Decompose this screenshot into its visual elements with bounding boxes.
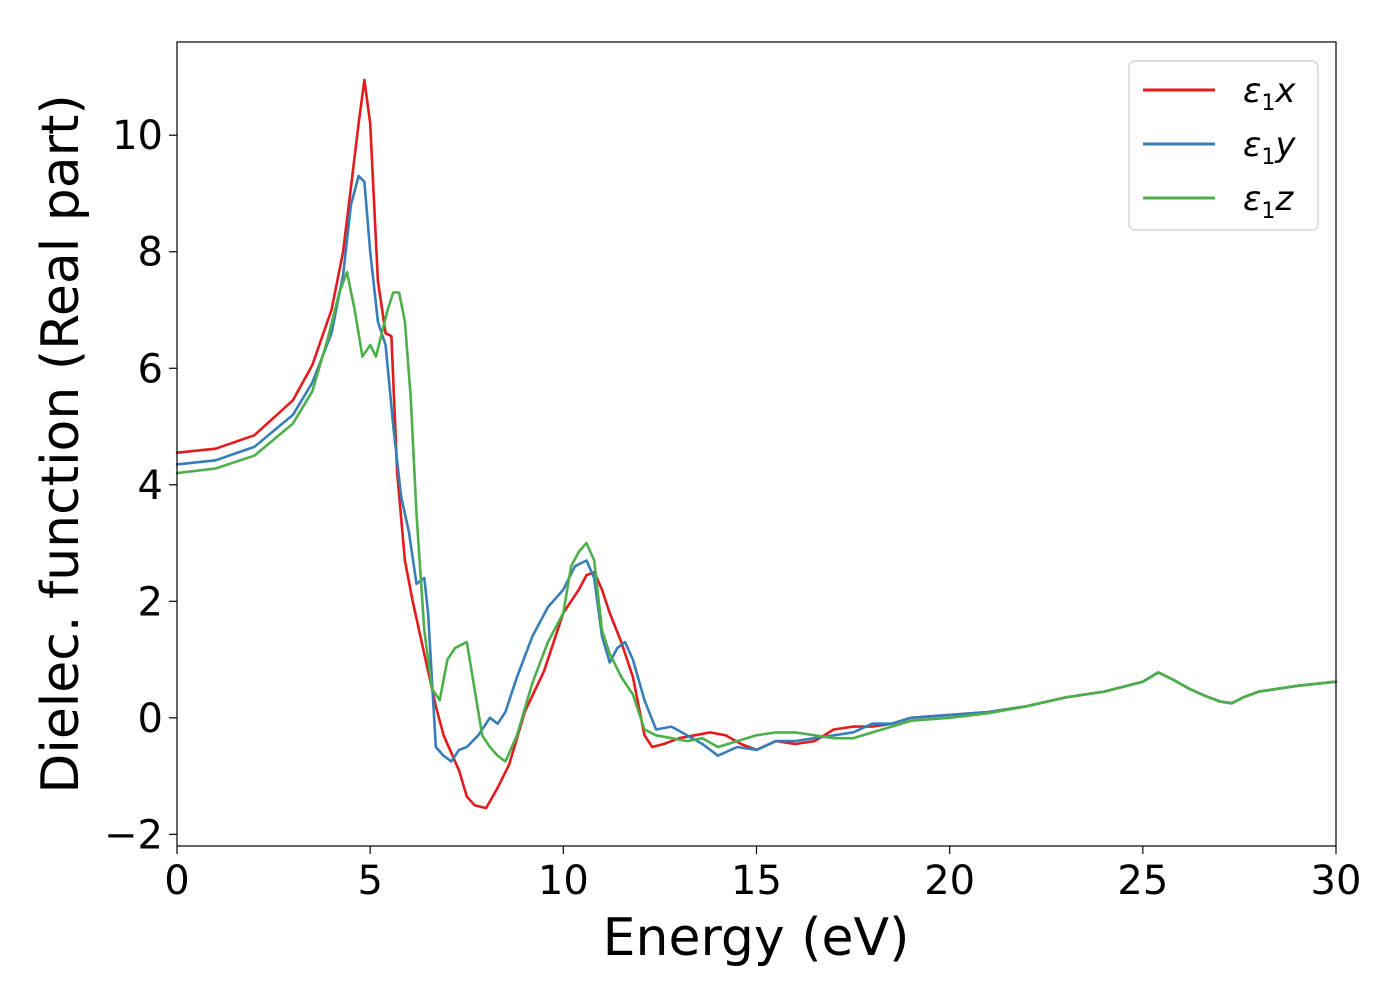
y-tick-label: 2	[138, 579, 163, 625]
x-tick-label: 15	[731, 858, 782, 904]
x-axis: 0 5 10 15 20 25 30	[164, 846, 1361, 904]
x-tick-label: 20	[924, 858, 975, 904]
legend-label-x: ε1x	[1243, 71, 1296, 116]
y-tick-label: 0	[138, 696, 163, 742]
y-axis-label: Dielec. function (Real part)	[31, 94, 91, 793]
y-axis: −2 0 2 4 6 8 10	[104, 113, 177, 858]
y-tick-label: 4	[138, 463, 163, 509]
x-tick-label: 30	[1311, 858, 1362, 904]
legend-label-z: ε1z	[1243, 179, 1294, 224]
legend: ε1x ε1y ε1z	[1128, 60, 1319, 231]
series-line-z	[175, 270, 1338, 763]
x-tick-label: 5	[357, 858, 382, 904]
x-tick-label: 25	[1117, 858, 1168, 904]
x-axis-label: Energy (eV)	[603, 908, 910, 968]
x-tick-label: 10	[538, 858, 589, 904]
series-layer	[175, 78, 1338, 810]
legend-box	[1128, 60, 1319, 231]
legend-label-y: ε1y	[1243, 125, 1296, 170]
y-tick-label: 6	[138, 346, 163, 392]
y-tick-label: 8	[138, 230, 163, 276]
y-tick-label: −2	[104, 812, 163, 858]
x-tick-label: 0	[164, 858, 189, 904]
y-tick-label: 10	[112, 113, 163, 159]
